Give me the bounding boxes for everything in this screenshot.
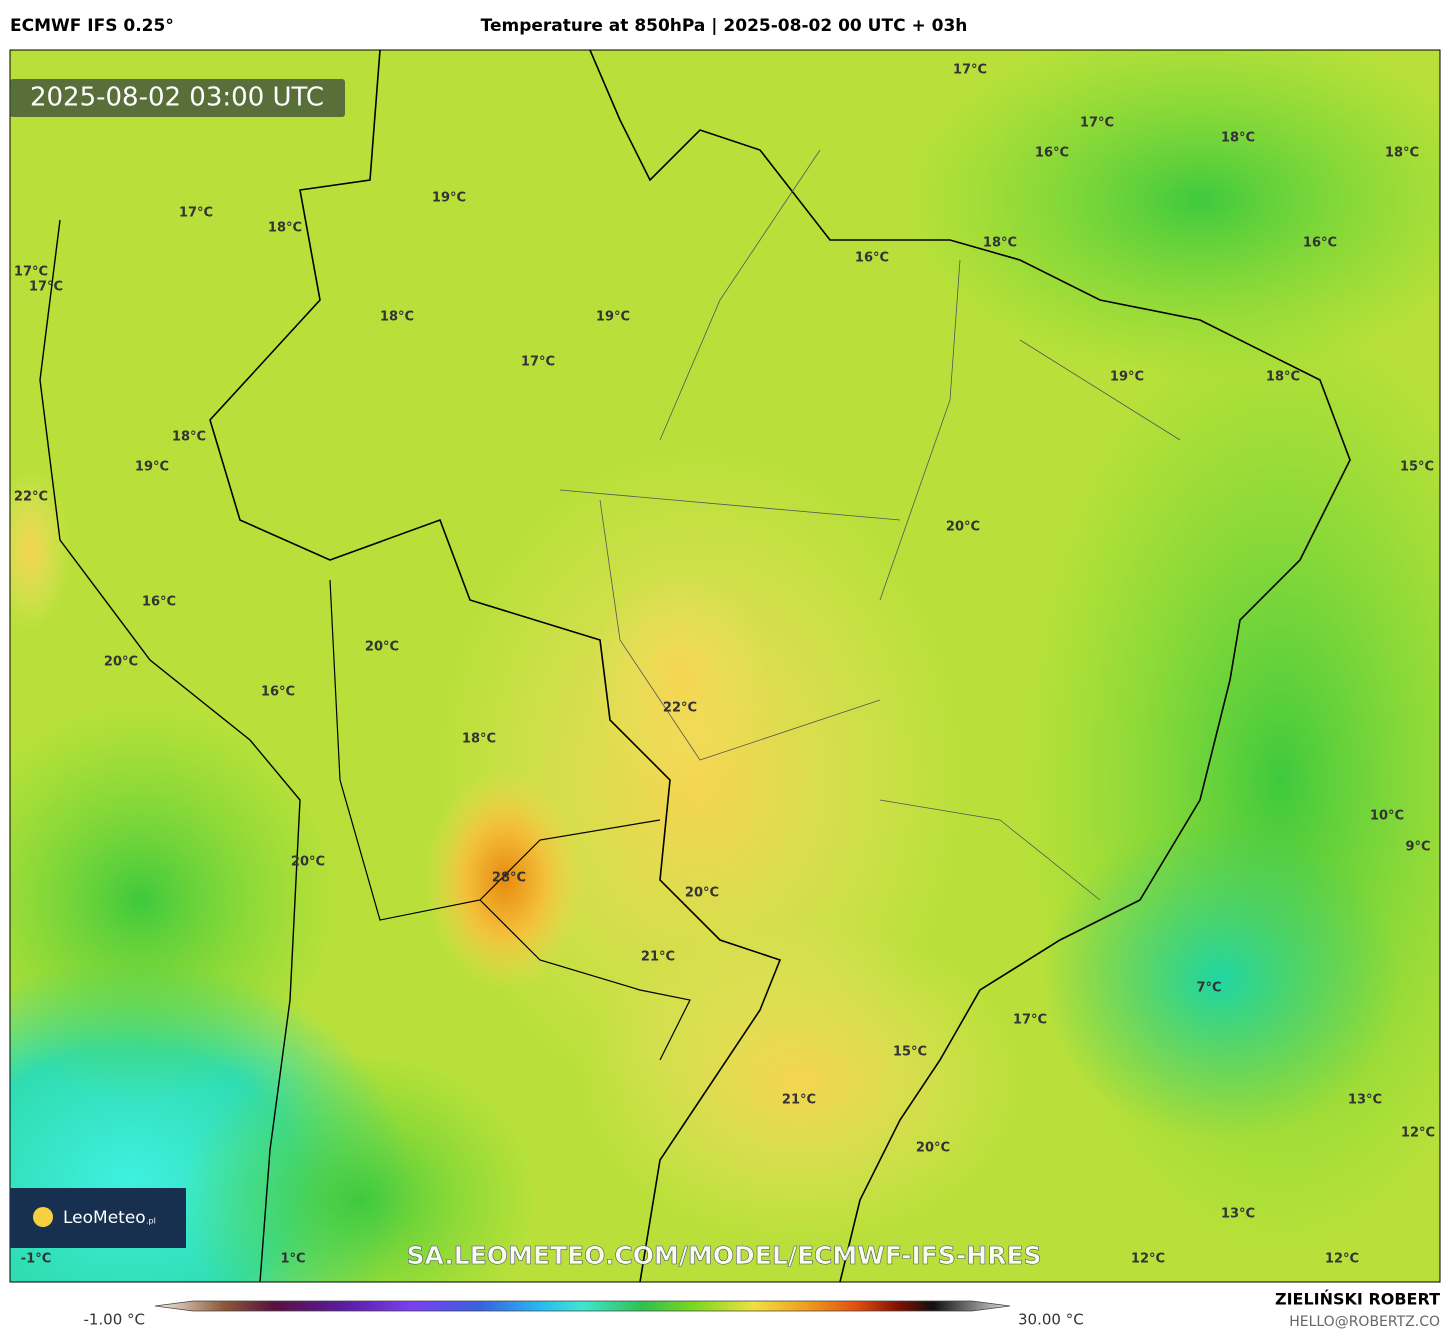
colorbar-max: 30.00 °C <box>1018 1311 1084 1329</box>
temperature-label: 19°C <box>135 460 169 475</box>
temperature-label: 7°C <box>1196 981 1221 996</box>
temperature-label: 20°C <box>104 655 138 670</box>
temperature-label: 18°C <box>983 236 1017 251</box>
temperature-label: 13°C <box>1221 1207 1255 1222</box>
temperature-label: 17°C <box>953 63 987 78</box>
temperature-label: 18°C <box>1221 131 1255 146</box>
temperature-label: 28°C <box>492 871 526 886</box>
temperature-label: 16°C <box>142 595 176 610</box>
temperature-label: 20°C <box>685 886 719 901</box>
temperature-label: 9°C <box>1405 840 1430 855</box>
temperature-label: 17°C <box>1080 116 1114 131</box>
temperature-label: 19°C <box>596 310 630 325</box>
temperature-label: -1°C <box>21 1252 51 1267</box>
temperature-label: 19°C <box>432 191 466 206</box>
temperature-field: 17°C17°C16°C18°C18°C19°C17°C18°C18°C16°C… <box>10 50 1440 1282</box>
temperature-label: 18°C <box>172 430 206 445</box>
watermark: SA.LEOMETEO.COM/MODEL/ECMWF-IFS-HRES <box>406 1241 1041 1270</box>
colorbar-min: -1.00 °C <box>83 1311 145 1329</box>
temperature-label: 18°C <box>1385 146 1419 161</box>
logo-suffix: .pl <box>146 1217 156 1226</box>
temperature-label: 18°C <box>268 221 302 236</box>
author: ZIELIŃSKI ROBERT <box>1275 1290 1440 1309</box>
temperature-label: 18°C <box>462 732 496 747</box>
temperature-label: 1°C <box>280 1252 305 1267</box>
temperature-label: 20°C <box>946 520 980 535</box>
temperature-label: 22°C <box>14 490 48 505</box>
temperature-label: 13°C <box>1348 1093 1382 1108</box>
temperature-label: 22°C <box>663 701 697 716</box>
temperature-label: 21°C <box>782 1093 816 1108</box>
temperature-label: 16°C <box>261 685 295 700</box>
temperature-label: 21°C <box>641 950 675 965</box>
temperature-label: 19°C <box>1110 370 1144 385</box>
logo: LeoMeteo <box>63 1208 146 1228</box>
temperature-label: 17°C <box>29 280 63 295</box>
temperature-label: 17°C <box>1013 1013 1047 1028</box>
email: HELLO@ROBERTZ.CO <box>1289 1314 1440 1330</box>
temperature-label: 20°C <box>916 1141 950 1156</box>
temperature-label: 15°C <box>893 1045 927 1060</box>
temperature-label: 12°C <box>1131 1252 1165 1267</box>
temperature-label: 18°C <box>380 310 414 325</box>
map-title: Temperature at 850hPa | 2025-08-02 00 UT… <box>481 16 968 36</box>
temperature-label: 10°C <box>1370 809 1404 824</box>
model-name: ECMWF IFS 0.25° <box>10 16 174 36</box>
temperature-label: 16°C <box>1035 146 1069 161</box>
temperature-label: 20°C <box>365 640 399 655</box>
temperature-label: 17°C <box>179 206 213 221</box>
colorbar <box>154 1300 1011 1312</box>
timestamp: 2025-08-02 03:00 UTC <box>30 83 324 113</box>
temperature-label: 15°C <box>1400 460 1434 475</box>
temperature-label: 17°C <box>521 355 555 370</box>
temperature-label: 16°C <box>855 251 889 266</box>
temperature-label: 12°C <box>1401 1126 1435 1141</box>
temperature-label: 17°C <box>14 265 48 280</box>
temperature-label: 18°C <box>1266 370 1300 385</box>
temperature-label: 20°C <box>291 855 325 870</box>
temperature-label: 12°C <box>1325 1252 1359 1267</box>
temperature-label: 16°C <box>1303 236 1337 251</box>
